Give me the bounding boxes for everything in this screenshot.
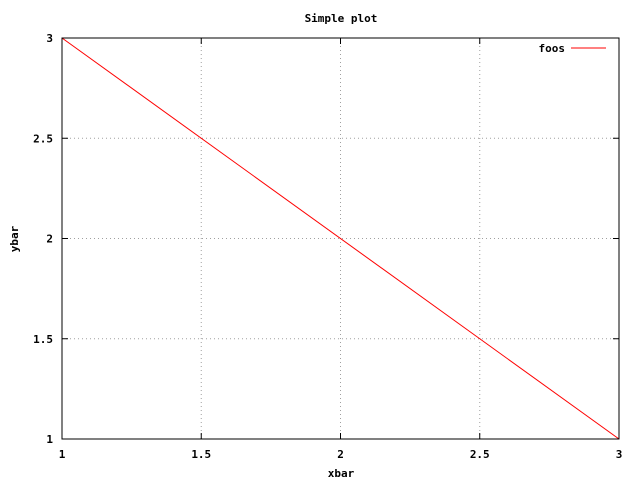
chart-title: Simple plot (305, 12, 378, 25)
axis-ticks (61, 37, 620, 440)
x-tick-label: 1 (59, 448, 66, 461)
y-tick-label: 2 (46, 233, 53, 246)
y-axis-label: ybar (8, 225, 21, 252)
y-tick-label: 3 (46, 32, 53, 45)
y-tick-label: 1 (46, 433, 53, 446)
series-layer (61, 37, 620, 440)
x-tick-label: 2 (337, 448, 344, 461)
x-tick-label: 2.5 (470, 448, 490, 461)
x-tick-label: 3 (616, 448, 623, 461)
y-tick-label: 1.5 (33, 333, 53, 346)
x-tick-label: 1.5 (191, 448, 211, 461)
legend: foos (539, 42, 606, 55)
legend-label: foos (539, 42, 566, 55)
x-axis-label: xbar (328, 467, 355, 480)
series-line-foos (61, 37, 620, 440)
tick-labels: 1 1.5 2 2.5 3 1 1.5 2 2.5 3 (33, 32, 622, 461)
y-tick-label: 2.5 (33, 132, 53, 145)
